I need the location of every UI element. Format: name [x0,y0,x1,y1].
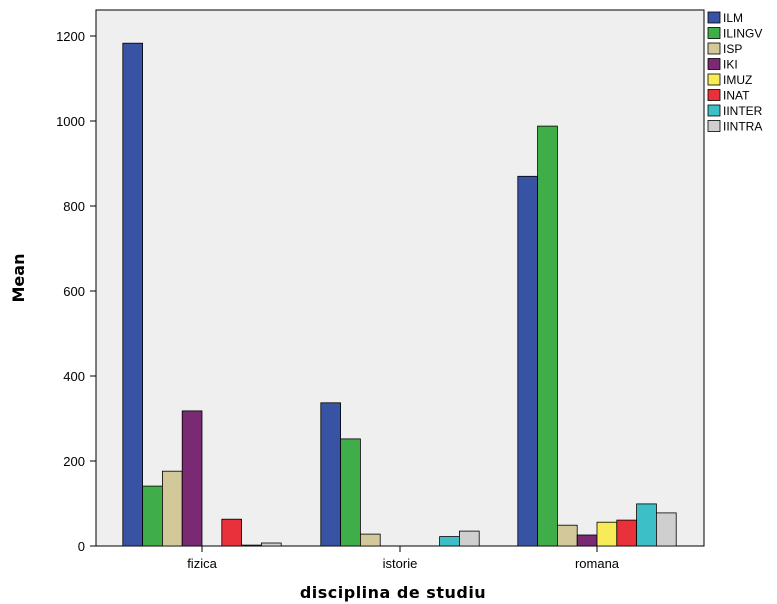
legend-swatch-iki [707,58,721,70]
bar-iintra-romana [656,512,677,547]
legend-swatch-inat [707,89,721,101]
bar-inat-fizica [221,518,243,547]
bar-iinter-istorie [439,536,460,547]
y-tick-label: 1000 [56,114,85,129]
bar-iki-romana [576,534,598,547]
bar-iinter-fizica [241,544,262,547]
legend-label-iintra: IINTRA [723,120,762,134]
bar-iinter-romana [636,503,657,547]
bar-ilingv-istorie [340,438,361,547]
bar-ilm-fizica [122,42,144,547]
legend-swatch-imuz [707,73,721,86]
x-axis-title: disciplina de studiu [300,583,486,602]
bar-imuz-romana [596,521,618,547]
bar-ilingv-romana [537,125,558,547]
x-tick-label: fizica [187,556,217,571]
bar-iki-fizica [181,410,203,547]
legend-label-iki: IKI [723,58,738,72]
legend-swatch-iinter [707,104,721,117]
bar-inat-romana [616,519,637,547]
legend-label-ilingv: ILINGV [723,27,762,41]
legend-label-imuz: IMUZ [723,73,752,87]
legend-label-isp: ISP [723,42,742,56]
y-tick-label: 800 [63,199,85,214]
y-tick-label: 1200 [56,29,85,44]
bar-iintra-fizica [260,542,282,547]
legend-swatch-isp [707,42,721,55]
legend-swatch-ilingv [707,27,721,39]
bar-isp-romana [557,524,578,547]
bar-iintra-istorie [458,530,480,547]
x-tick-label: istorie [383,556,418,571]
bar-ilm-romana [517,175,538,547]
legend-label-iinter: IINTER [723,104,763,118]
y-axis-title: Mean [9,254,28,303]
bars-group [122,42,677,547]
bar-isp-istorie [359,533,381,547]
bar-ilm-istorie [320,402,341,547]
y-axis: 0 200 400 600 800 1000 1200 [56,29,96,554]
bar-isp-fizica [161,470,183,547]
legend-swatch-iintra [707,120,721,132]
legend-swatch-ilm [707,11,721,24]
y-tick-label: 600 [63,284,85,299]
legend-label-ilm: ILM [723,11,743,25]
legend-label-inat: INAT [723,89,750,103]
x-tick-label: romana [575,556,620,571]
y-tick-label: 400 [63,369,85,384]
bar-ilingv-fizica [142,485,163,547]
y-tick-label: 0 [78,539,85,554]
x-axis: fizica istorie romana [187,546,620,571]
y-tick-label: 200 [63,454,85,469]
